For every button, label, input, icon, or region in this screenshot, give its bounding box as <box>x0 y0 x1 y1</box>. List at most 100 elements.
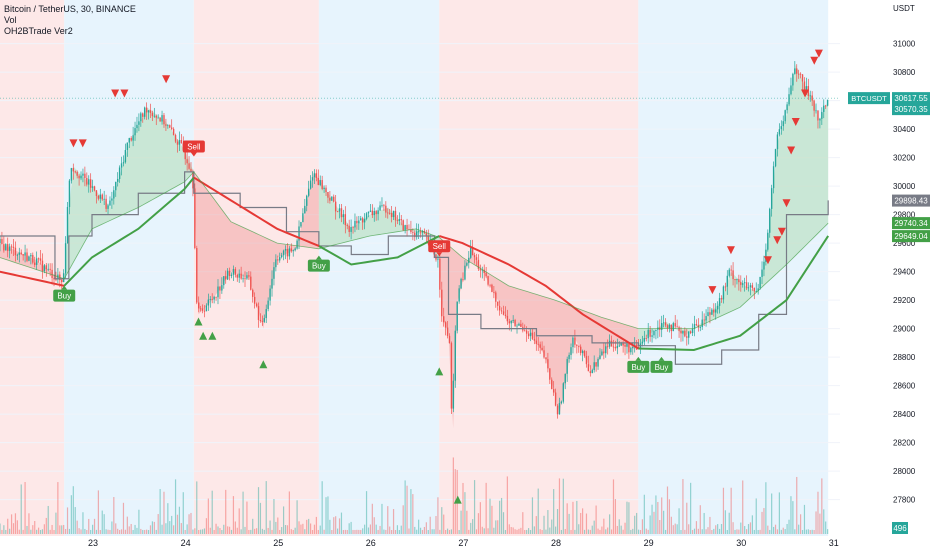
candle-body <box>761 269 763 277</box>
volume-bar <box>531 497 534 534</box>
candle-body <box>111 198 113 201</box>
volume-bar <box>479 502 481 534</box>
volume-bar <box>338 518 341 534</box>
candle-body <box>481 269 483 271</box>
volume-bar <box>358 529 360 534</box>
volume-bar <box>406 485 408 534</box>
volume-bar <box>759 529 761 534</box>
volume-bar <box>578 524 580 534</box>
candle-body <box>157 117 159 119</box>
volume-bar <box>661 497 663 534</box>
candle-body <box>361 218 364 223</box>
buy-signal[interactable]: Buy <box>627 356 650 373</box>
volume-bar <box>396 525 399 534</box>
candle-body <box>203 310 206 312</box>
candle-body <box>684 330 686 337</box>
sell-signal[interactable]: Sell <box>428 240 451 257</box>
candle-body <box>599 355 601 360</box>
buy-pointer-icon <box>658 356 665 361</box>
volume-bar <box>749 522 752 534</box>
candle-body <box>37 258 40 260</box>
volume-bar <box>769 529 771 534</box>
candle-body <box>261 321 264 322</box>
buy-signal[interactable]: Buy <box>307 255 330 272</box>
volume-bar <box>227 526 229 534</box>
candle-body <box>228 270 231 277</box>
time-tick-label: 29 <box>644 538 654 548</box>
price-tick-label: 29000 <box>893 325 916 334</box>
candle-body <box>246 275 248 279</box>
candle-body <box>304 205 306 214</box>
volume-bar <box>321 481 323 534</box>
price-tick-label: 28200 <box>893 439 916 448</box>
buy-signal[interactable]: Buy <box>53 285 76 302</box>
candle-body <box>514 320 516 327</box>
volume-bar <box>300 524 302 534</box>
volume-bar <box>751 515 753 534</box>
candle-body <box>614 347 617 349</box>
volume-bar <box>317 529 319 534</box>
volume-bar <box>184 529 186 534</box>
price-axis: USDT310003080030600304003020030000298002… <box>840 0 932 550</box>
indicator-legend-label[interactable]: OH2BTrade Ver2 <box>4 26 73 36</box>
session-zone-1 <box>64 0 194 536</box>
volume-bar <box>688 524 690 534</box>
candle-body <box>649 329 651 337</box>
candle-body <box>554 392 557 406</box>
session-zone-2 <box>193 0 319 536</box>
volume-bar <box>55 512 57 534</box>
volume-bar <box>703 512 705 534</box>
volume-bar <box>516 529 518 534</box>
volume-bar <box>288 491 290 534</box>
volume-bar <box>45 517 47 534</box>
volume-bar <box>429 516 431 534</box>
volume-bar <box>360 529 362 534</box>
candle-body <box>541 347 543 351</box>
buy-signal[interactable]: Buy <box>650 356 673 373</box>
volume-bar <box>732 522 734 534</box>
down-arrow-icon <box>78 139 87 148</box>
volume-bar <box>254 528 256 534</box>
volume-bar <box>553 489 555 534</box>
volume-bar <box>402 505 404 534</box>
candle-body <box>334 201 337 212</box>
volume-legend-label[interactable]: Vol <box>4 15 17 25</box>
volume-bar <box>267 527 269 534</box>
volume-bar <box>603 518 605 534</box>
candle-body <box>421 230 424 233</box>
candle-body <box>72 168 75 172</box>
volume-bar <box>331 529 333 534</box>
price-tick-label: 30400 <box>893 125 916 134</box>
volume-bar <box>88 518 90 534</box>
candle-body <box>500 310 503 312</box>
candle-body <box>417 231 420 233</box>
volume-bar <box>607 527 609 534</box>
volume-bar <box>597 528 599 534</box>
down-arrow-icon <box>162 75 171 84</box>
sell-signal[interactable]: Sell <box>182 140 205 157</box>
volume-bar <box>215 523 217 534</box>
symbol-title[interactable]: Bitcoin / TetherUS, 30, BINANCE <box>4 4 136 14</box>
candle-body <box>273 267 275 279</box>
candle-body <box>221 285 223 291</box>
candle-body <box>201 308 204 311</box>
candle-body <box>143 107 146 117</box>
candle-body <box>651 335 653 337</box>
candle-body <box>385 205 387 213</box>
candle-body <box>655 329 657 332</box>
symbol-badge-bg <box>848 92 890 105</box>
volume-bar <box>738 529 740 534</box>
candle-body <box>257 306 260 320</box>
volume-bar <box>489 498 491 534</box>
volume-bar <box>726 529 728 534</box>
volume-bar <box>582 508 584 534</box>
volume-bar <box>574 529 576 534</box>
volume-bar <box>506 476 508 534</box>
candle-body <box>155 115 157 118</box>
candle-body <box>412 231 414 233</box>
volume-bar <box>555 526 557 534</box>
candle-body <box>309 180 312 189</box>
volume-bar <box>497 520 499 534</box>
